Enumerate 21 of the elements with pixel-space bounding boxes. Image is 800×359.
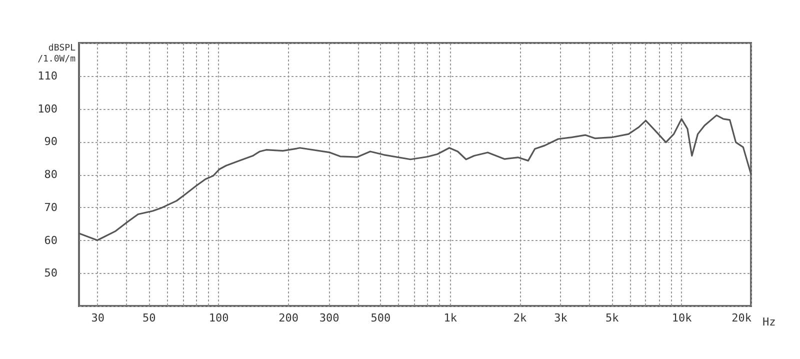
x-tick-label: 20k — [732, 312, 752, 324]
y-tick-label: 50 — [44, 266, 58, 280]
y-tick-label: 90 — [44, 135, 58, 148]
x-tick-label: 3k — [554, 312, 568, 324]
x-tick-label: 200 — [278, 312, 298, 324]
x-tick-label: 300 — [319, 312, 340, 324]
x-tick-label: 1k — [444, 312, 458, 324]
y-axis-title: dBSPL /1.0W/m — [38, 44, 76, 64]
y-tick-label: 100 — [38, 102, 58, 116]
x-tick-label: 5k — [606, 312, 620, 324]
x-axis-title: Hz — [762, 316, 776, 328]
x-tick-label: 500 — [370, 312, 391, 324]
x-tick-label: 50 — [142, 312, 156, 324]
x-tick-label: 10k — [672, 312, 692, 324]
y-tick-label: 80 — [44, 168, 58, 181]
y-tick-label: 110 — [38, 69, 58, 82]
x-tick-label: 100 — [208, 312, 229, 324]
x-tick-label: 2k — [513, 312, 528, 324]
x-tick-label: 30 — [91, 312, 104, 324]
y-tick-label: 70 — [44, 200, 58, 214]
y-tick-label: 60 — [44, 234, 58, 247]
